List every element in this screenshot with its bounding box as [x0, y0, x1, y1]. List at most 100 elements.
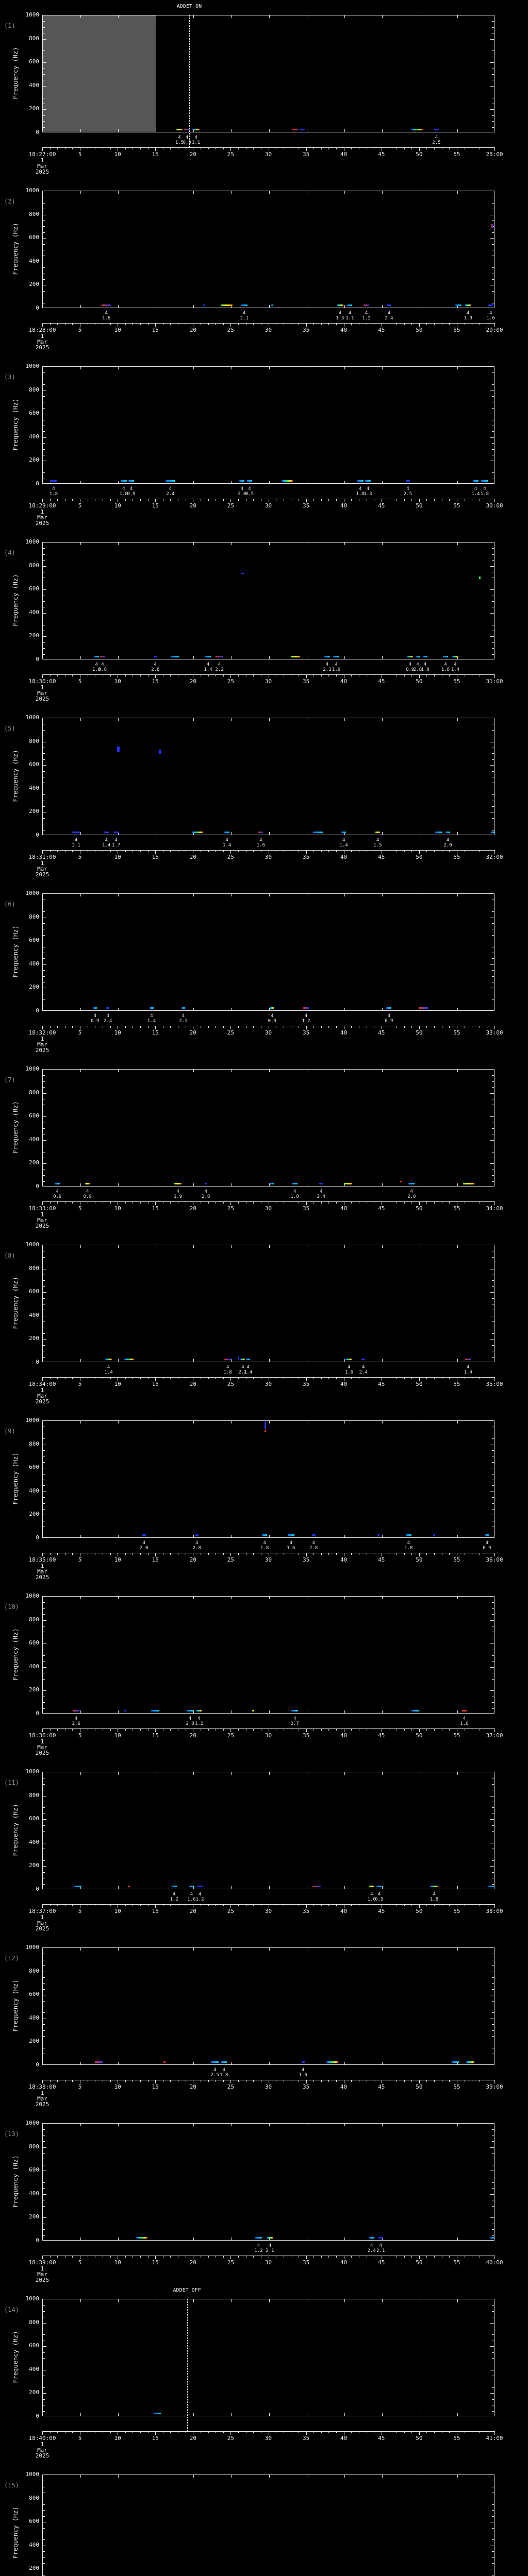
spectrogram-panel-6: 0 200 400 600 800 1000 4 0.9 4 2.4 4 1.4 4 2.1 4 0.9 4 1.… [0, 881, 528, 1057]
event-marker [171, 1886, 177, 1887]
y-tick [43, 2030, 45, 2031]
y-tick [43, 2528, 45, 2529]
time-tick-label: 25 [227, 854, 235, 860]
y-tick [490, 1866, 494, 1867]
y-tick [490, 86, 494, 87]
time-axis-tick [140, 1377, 141, 1379]
y-tick [492, 2030, 494, 2031]
time-tick-label: 30 [265, 2435, 272, 2442]
time-tick-label: 55 [453, 1908, 460, 1914]
y-tick [43, 2024, 45, 2025]
event-band-label: 4 [218, 662, 221, 667]
time-axis-tick [72, 1026, 73, 1028]
event-band-label: 4 [271, 1013, 274, 1019]
y-tick-label: 800 [29, 35, 39, 42]
y-tick [43, 2036, 45, 2037]
panel-number: (2) [4, 198, 15, 205]
time-axis-tick [50, 1201, 51, 1204]
x-frame-tick [344, 543, 345, 545]
y-tick [43, 829, 45, 831]
time-tick-label: 20 [189, 1381, 196, 1387]
x-frame-tick [269, 1597, 270, 1599]
x-frame-tick [382, 1008, 383, 1010]
x-frame-tick [231, 2062, 232, 2064]
event-marker [105, 1359, 112, 1360]
time-axis-tick [351, 499, 352, 501]
y-tick [43, 1286, 45, 1287]
x-frame-tick [80, 656, 81, 659]
x-frame-tick [193, 1948, 194, 1951]
time-tick-label: 40 [340, 854, 348, 860]
time-tick-label: 50 [416, 1029, 423, 1036]
time-tick-label: 25 [227, 502, 235, 509]
x-frame-tick [231, 2475, 232, 2478]
time-axis-tick [223, 1377, 224, 1379]
plot-frame [42, 893, 494, 1011]
y-tick-label: 1000 [25, 1065, 40, 1072]
y-tick [492, 1784, 494, 1785]
y-tick [43, 1298, 45, 1299]
event-value-label: 2.4 [367, 2248, 376, 2253]
time-tick-label: 15 [152, 1029, 159, 1036]
event-marker [124, 1359, 134, 1360]
annotation-title: ADDET_OFF [173, 2287, 201, 2293]
time-axis-tick [426, 2256, 427, 2258]
event-value-label: 1.4 [339, 843, 348, 848]
y-tick [492, 829, 494, 831]
time-axis-tick [336, 147, 337, 149]
x-frame-tick [382, 1772, 383, 1775]
date-label: Mar [37, 2095, 47, 2102]
y-tick [492, 1357, 494, 1358]
y-tick [492, 1485, 494, 1486]
time-axis-tick [110, 323, 111, 325]
event-band-label: 4 [387, 311, 391, 316]
event-marker [345, 1359, 353, 1360]
time-axis-tick [426, 674, 427, 676]
time-axis-tick [57, 1553, 58, 1555]
y-tick-label: 400 [29, 433, 39, 440]
x-frame-tick [344, 367, 345, 369]
panel-number: (7) [4, 1076, 15, 1083]
time-axis-tick [494, 850, 495, 854]
time-axis-tick [72, 2431, 73, 2433]
x-frame-tick [193, 15, 194, 18]
event-marker [445, 832, 450, 833]
event-band-label: 4 [467, 311, 470, 316]
time-axis-tick [110, 674, 111, 676]
y-tick [43, 238, 46, 239]
x-frame-tick [231, 1710, 232, 1713]
time-tick-label: 25 [227, 1029, 235, 1036]
time-tick-label: 55 [453, 678, 460, 685]
y-tick [490, 2346, 494, 2347]
x-frame-tick [382, 1183, 383, 1186]
y-tick-label: 0 [36, 304, 39, 311]
y-tick [492, 1497, 494, 1498]
event-value-label: 2.1 [238, 1370, 247, 1375]
time-tick-label: 35 [302, 2083, 310, 2090]
spectral-feature [400, 1181, 402, 1183]
y-tick-label: 800 [29, 2494, 39, 2501]
event-marker [262, 1534, 268, 1536]
y-tick [43, 2551, 45, 2552]
x-frame-tick [382, 1359, 383, 1362]
x-frame-tick [80, 1597, 81, 1599]
time-axis-tick [404, 499, 405, 501]
y-tick-label: 400 [29, 1136, 39, 1143]
time-axis-tick [321, 1728, 322, 1731]
x-frame-tick [344, 1597, 345, 1599]
y-tick [492, 291, 494, 292]
event-value-label: 2.6 [72, 1721, 80, 1726]
time-axis-tick [351, 147, 352, 149]
y-tick [43, 1357, 45, 1358]
x-frame-tick [80, 1421, 81, 1423]
time-axis-tick [306, 1728, 307, 1732]
event-marker [136, 2237, 147, 2239]
x-frame-tick [382, 15, 383, 18]
event-band-label: 4 [338, 311, 342, 316]
time-axis-tick [494, 1026, 495, 1029]
x-frame-tick [193, 1070, 194, 1072]
y-tick-label: 0 [36, 2237, 39, 2244]
y-tick-label: 600 [29, 585, 39, 592]
event-marker [466, 2061, 475, 2063]
y-tick [492, 1081, 494, 1082]
